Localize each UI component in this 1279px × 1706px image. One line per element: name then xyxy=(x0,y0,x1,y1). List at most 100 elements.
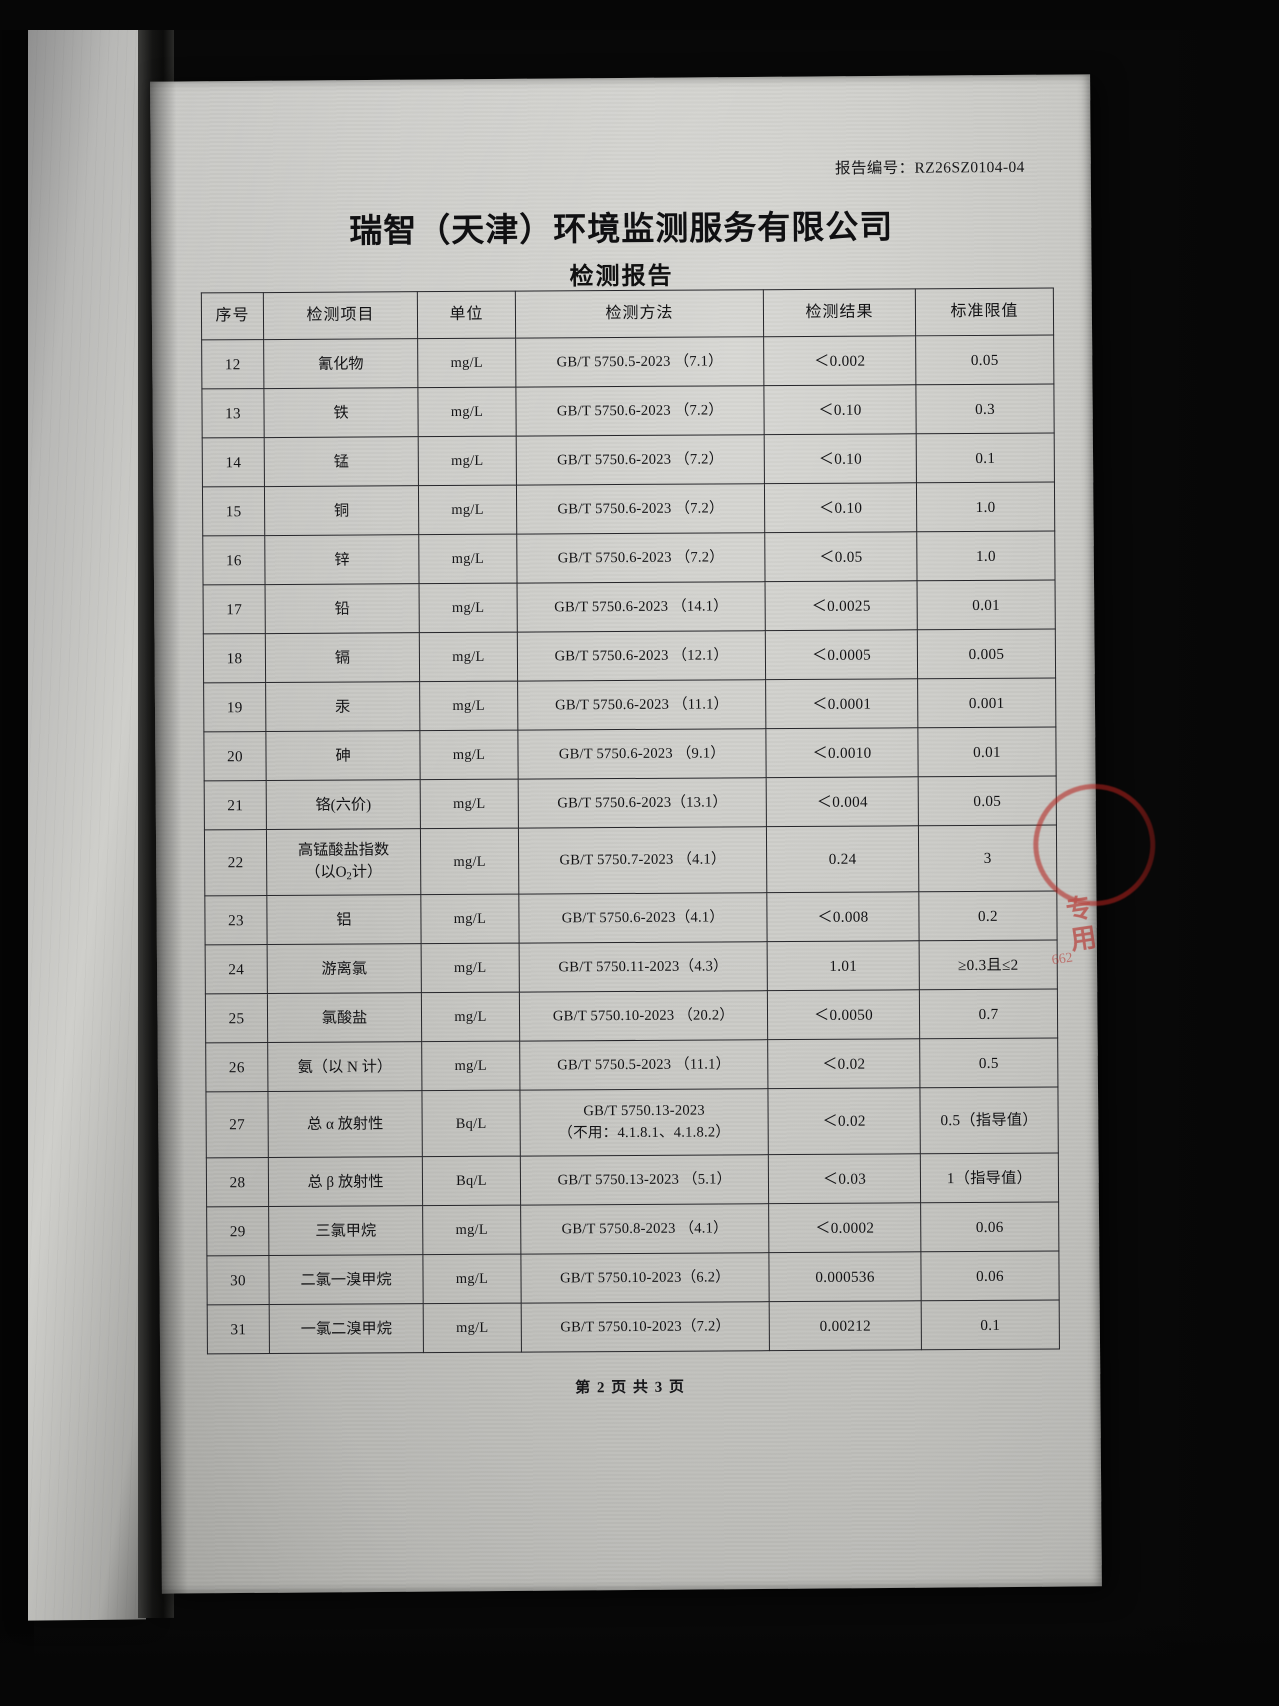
cell-method: GB/T 5750.8-2023 （4.1） xyxy=(520,1203,769,1255)
cell-result: ＜0.05 xyxy=(764,531,918,582)
cell-method: GB/T 5750.6-2023（13.1） xyxy=(518,777,767,829)
cell-item: 铅 xyxy=(265,583,420,634)
cell-method: GB/T 5750.10-2023（6.2） xyxy=(520,1252,770,1304)
table-row: 15 铜 mg/L GB/T 5750.6-2023 （7.2） ＜0.10 1.0 xyxy=(202,482,1055,536)
cell-no: 13 xyxy=(201,388,265,438)
cell-method: GB/T 5750.10-2023（7.2） xyxy=(521,1301,770,1353)
cell-limit: 1.0 xyxy=(916,482,1055,532)
cell-no: 16 xyxy=(202,535,266,585)
cell-unit: mg/L xyxy=(421,1041,520,1091)
cell-unit: mg/L xyxy=(419,632,518,682)
table-row: 21 铬(六价) mg/L GB/T 5750.6-2023（13.1） ＜0.004 0… xyxy=(204,776,1057,830)
cell-result: ＜0.10 xyxy=(763,384,917,435)
cell-result: ＜0.10 xyxy=(764,482,917,533)
cell-unit: mg/L xyxy=(417,338,516,388)
cell-item: 镉 xyxy=(265,632,420,683)
cell-method: GB/T 5750.5-2023 （11.1） xyxy=(519,1039,768,1091)
cell-result: ＜0.10 xyxy=(764,433,917,484)
table-body: 12 氰化物 mg/L GB/T 5750.5-2023 （7.1） ＜0.002 0.0… xyxy=(201,335,1060,1354)
table-row: 17 铅 mg/L GB/T 5750.6-2023 （14.1） ＜0.0025 0.0… xyxy=(203,580,1056,634)
table-row: 24 游离氯 mg/L GB/T 5750.11-2023（4.3） 1.01 ≥0.3且… xyxy=(205,940,1058,994)
cell-result: 0.24 xyxy=(766,825,919,893)
table-row: 13 铁 mg/L GB/T 5750.6-2023 （7.2） ＜0.10 0.3 xyxy=(201,384,1055,438)
cell-unit: mg/L xyxy=(418,534,518,584)
cell-no: 20 xyxy=(203,731,267,781)
cell-limit: 0.06 xyxy=(920,1251,1060,1301)
cell-method: GB/T 5750.6-2023（4.1） xyxy=(518,892,768,944)
cell-no: 15 xyxy=(202,486,265,536)
cell-unit: Bq/L xyxy=(422,1156,521,1206)
cell-unit: Bq/L xyxy=(421,1090,521,1157)
cell-no: 30 xyxy=(206,1255,270,1305)
cell-unit: mg/L xyxy=(420,894,520,944)
cell-limit: 0.5（指导值） xyxy=(919,1087,1059,1154)
cell-result: ＜0.008 xyxy=(766,891,920,942)
stamp-text: 专用 xyxy=(1060,893,1099,957)
cell-limit: 0.01 xyxy=(917,727,1057,777)
cell-item: 氨（以 N 计） xyxy=(267,1041,422,1092)
cell-limit: 0.7 xyxy=(919,989,1058,1039)
table-row: 26 氨（以 N 计） mg/L GB/T 5750.5-2023 （11.1） ＜0.… xyxy=(205,1038,1058,1092)
cell-item: 锌 xyxy=(264,534,420,585)
cell-result: ＜0.0025 xyxy=(765,580,918,631)
report-page: 报告编号：RZ26SZ0104-04 瑞智（天津）环境监测服务有限公司 检测报告… xyxy=(150,74,1164,1594)
cell-limit: 0.05 xyxy=(915,335,1054,385)
bottom-shadow xyxy=(0,1622,1279,1706)
header-unit: 单位 xyxy=(417,291,516,339)
cell-item: 总 α 放射性 xyxy=(267,1090,423,1158)
cell-method: GB/T 5750.6-2023 （7.2） xyxy=(516,532,766,584)
cell-limit: 0.001 xyxy=(917,678,1056,728)
table-row: 31 一氯二溴甲烷 mg/L GB/T 5750.10-2023（7.2） 0.0021… xyxy=(207,1300,1060,1354)
table-row: 27 总 α 放射性 Bq/L GB/T 5750.13-2023 （不用：4.1.8.… xyxy=(205,1087,1059,1158)
page-footer: 第 2 页 共 3 页 xyxy=(575,1379,686,1397)
cell-item: 铬(六价) xyxy=(266,779,421,830)
table-row: 16 锌 mg/L GB/T 5750.6-2023 （7.2） ＜0.05 1.0 xyxy=(202,531,1056,585)
cell-result: 1.01 xyxy=(767,940,920,991)
right-shadow xyxy=(1129,0,1279,1706)
cell-no: 25 xyxy=(205,993,268,1043)
cell-result: ＜0.0005 xyxy=(765,629,918,680)
cell-item: 高锰酸盐指数 （以O2计） xyxy=(266,828,421,896)
cell-result: ＜0.0010 xyxy=(765,727,919,778)
cell-no: 24 xyxy=(205,944,268,994)
cell-result: ＜0.0001 xyxy=(765,678,918,729)
cell-item: 铁 xyxy=(263,387,419,438)
results-table-wrapper: 序号 检测项目 单位 检测方法 检测结果 标准限值 12 氰化物 mg/L GB/T … xyxy=(200,287,1060,1355)
cell-unit: mg/L xyxy=(419,583,518,633)
table-header-row: 序号 检测项目 单位 检测方法 检测结果 标准限值 xyxy=(201,288,1054,340)
cell-limit: 1（指导值） xyxy=(920,1153,1059,1203)
cell-limit: 0.5 xyxy=(919,1038,1058,1088)
cell-result: ＜0.0050 xyxy=(767,989,920,1040)
cell-method: GB/T 5750.5-2023 （7.1） xyxy=(515,336,764,388)
table-row: 19 汞 mg/L GB/T 5750.6-2023 （11.1） ＜0.0001 0.0… xyxy=(203,678,1056,732)
cell-no: 21 xyxy=(204,780,267,830)
cell-item: 二氯一溴甲烷 xyxy=(268,1254,424,1305)
cell-limit: 3 xyxy=(918,825,1057,892)
cell-method: GB/T 5750.6-2023 （11.1） xyxy=(517,679,766,731)
cell-limit: 1.0 xyxy=(916,531,1056,581)
cell-limit: 0.005 xyxy=(917,629,1056,679)
previous-page-edge xyxy=(28,23,146,1621)
cell-limit: 0.06 xyxy=(920,1202,1059,1252)
table-row: 30 二氯一溴甲烷 mg/L GB/T 5750.10-2023（6.2） 0.0005… xyxy=(206,1251,1060,1305)
cell-item: 铜 xyxy=(264,485,419,536)
header-no: 序号 xyxy=(201,292,264,340)
cell-item: 铝 xyxy=(266,894,422,945)
cell-unit: mg/L xyxy=(418,485,517,535)
cell-limit: 0.2 xyxy=(918,891,1058,941)
cell-unit: mg/L xyxy=(422,1205,521,1255)
cell-unit: mg/L xyxy=(419,681,518,731)
table-row: 29 三氯甲烷 mg/L GB/T 5750.8-2023 （4.1） ＜0.0002 0… xyxy=(206,1202,1059,1256)
cell-limit: 0.1 xyxy=(921,1300,1060,1350)
cell-item: 氯酸盐 xyxy=(267,992,422,1043)
cell-no: 17 xyxy=(203,584,266,634)
cell-no: 29 xyxy=(206,1206,269,1256)
cell-method: GB/T 5750.10-2023 （20.2） xyxy=(519,990,768,1042)
table-row: 20 砷 mg/L GB/T 5750.6-2023 （9.1） ＜0.0010 0.01 xyxy=(203,727,1057,781)
cell-item: 三氯甲烷 xyxy=(268,1205,423,1256)
cell-unit: mg/L xyxy=(420,779,519,829)
cell-no: 12 xyxy=(201,339,264,389)
cell-method: GB/T 5750.7-2023 （4.1） xyxy=(518,826,767,895)
test-results-table: 序号 检测项目 单位 检测方法 检测结果 标准限值 12 氰化物 mg/L GB/T … xyxy=(200,287,1060,1355)
